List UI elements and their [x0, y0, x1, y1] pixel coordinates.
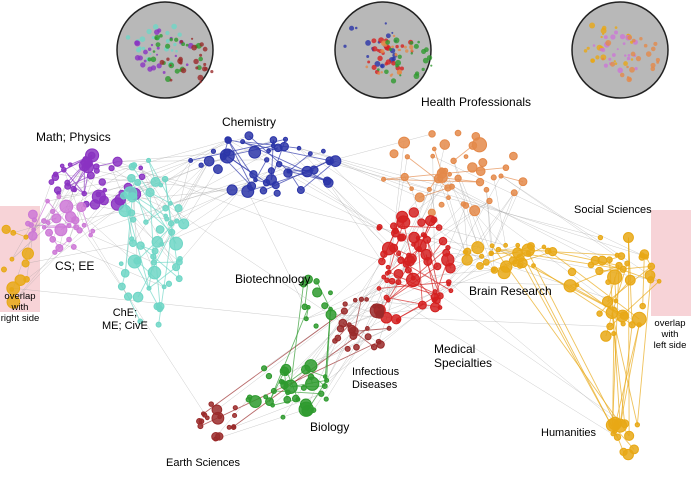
cluster-label-medical-specialties: Medical Specialties: [434, 342, 493, 370]
inset-map-1: [116, 1, 214, 99]
overlap-label-right: overlap with left side: [653, 318, 687, 351]
cluster-label-che-me-cive: ChE; ME; CivE: [102, 307, 148, 332]
overlap-label-left: overlap with right side: [0, 291, 40, 324]
cluster-label-earth-sciences: Earth Sciences: [166, 457, 240, 469]
cluster-label-social-sciences: Social Sciences: [574, 204, 652, 216]
network-nodes: [1, 129, 662, 461]
cluster-label-infectious-diseases: Infectious Diseases: [352, 366, 400, 391]
inset-map-2: [334, 1, 433, 99]
cluster-label-biology: Biology: [310, 420, 350, 434]
cluster-label-brain-research: Brain Research: [469, 284, 552, 298]
inset-map-3: [571, 1, 669, 99]
cluster-label-chemistry: Chemistry: [222, 115, 277, 129]
cluster-label-math-physics: Math; Physics: [36, 130, 111, 144]
overlap-band-right: [651, 210, 691, 316]
cluster-label-cs-ee: CS; EE: [55, 259, 95, 273]
inset-maps: [116, 1, 669, 99]
cluster-label-biotechnology: Biotechnology: [235, 272, 311, 286]
cluster-label-health-professionals: Health Professionals: [421, 95, 532, 109]
cluster-label-humanities: Humanities: [541, 427, 597, 439]
